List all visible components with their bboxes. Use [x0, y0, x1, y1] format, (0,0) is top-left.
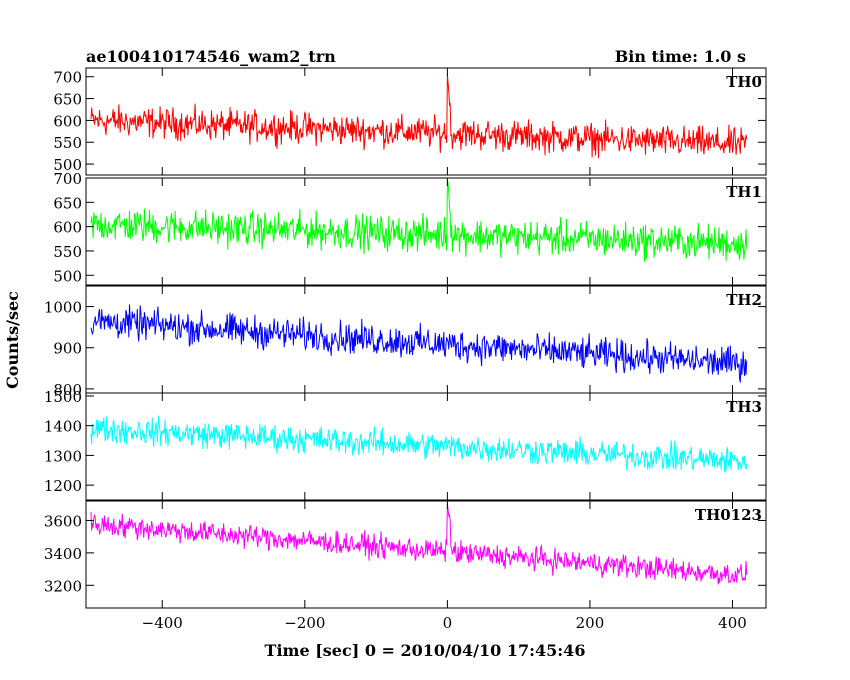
series-th1-line: [90, 180, 748, 263]
y-tick-label: 550: [53, 243, 82, 261]
panel-frame-th3: [85, 392, 767, 501]
panel-frame-th0123: [85, 500, 767, 609]
panel-label-th2: TH2: [726, 291, 762, 309]
y-tick-label: 700: [53, 69, 82, 87]
panel-frame-th2: [85, 285, 767, 394]
y-tick-label: 1000: [44, 299, 82, 317]
x-tick-label: 400: [718, 614, 747, 632]
series-th0123-line: [90, 503, 748, 585]
y-axis-label: Counts/sec: [3, 291, 22, 389]
series-th2-line: [90, 304, 748, 383]
panel-frame-th1: [85, 177, 767, 286]
y-tick-label: 3200: [44, 577, 82, 595]
y-tick-label: 600: [53, 219, 82, 237]
x-tick-label: −400: [142, 614, 183, 632]
y-tick-label: 500: [53, 267, 82, 285]
y-tick-label: 550: [53, 134, 82, 152]
panel-label-th1: TH1: [726, 183, 762, 201]
x-axis-label: Time [sec] 0 = 2010/04/10 17:45:46: [265, 641, 586, 660]
panels-group: 500 550 600 650 700 TH0 500 550 600 650 700 TH1 800 9…: [44, 67, 767, 632]
y-tick-label: 900: [53, 340, 82, 358]
x-tick-label: −200: [284, 614, 325, 632]
y-tick-label: 700: [53, 170, 82, 188]
y-tick-label: 1300: [44, 447, 82, 465]
panel-frame-th0: [85, 67, 767, 176]
y-tick-label: 3600: [44, 512, 82, 530]
series-th0-line: [90, 74, 748, 159]
y-tick-label: 1400: [44, 418, 82, 436]
panel-label-th0123: TH0123: [695, 506, 762, 524]
bin-time-label: Bin time: 1.0 s: [615, 47, 746, 66]
panel-label-th3: TH3: [726, 398, 762, 416]
y-tick-label: 650: [53, 194, 82, 212]
series-th3-line: [90, 415, 748, 473]
y-tick-label: 3400: [44, 545, 82, 563]
y-tick-label: 600: [53, 112, 82, 130]
panel-label-th0: TH0: [726, 73, 762, 91]
chart-title: ae100410174546_wam2_trn: [86, 47, 336, 66]
y-tick-label: 1200: [44, 477, 82, 495]
y-tick-label: 1500: [44, 388, 82, 406]
x-tick-label: 0: [443, 614, 453, 632]
y-tick-label: 800: [53, 381, 82, 399]
y-tick-label: 650: [53, 91, 82, 109]
x-tick-label: 200: [576, 614, 605, 632]
y-tick-label: 500: [53, 156, 82, 174]
